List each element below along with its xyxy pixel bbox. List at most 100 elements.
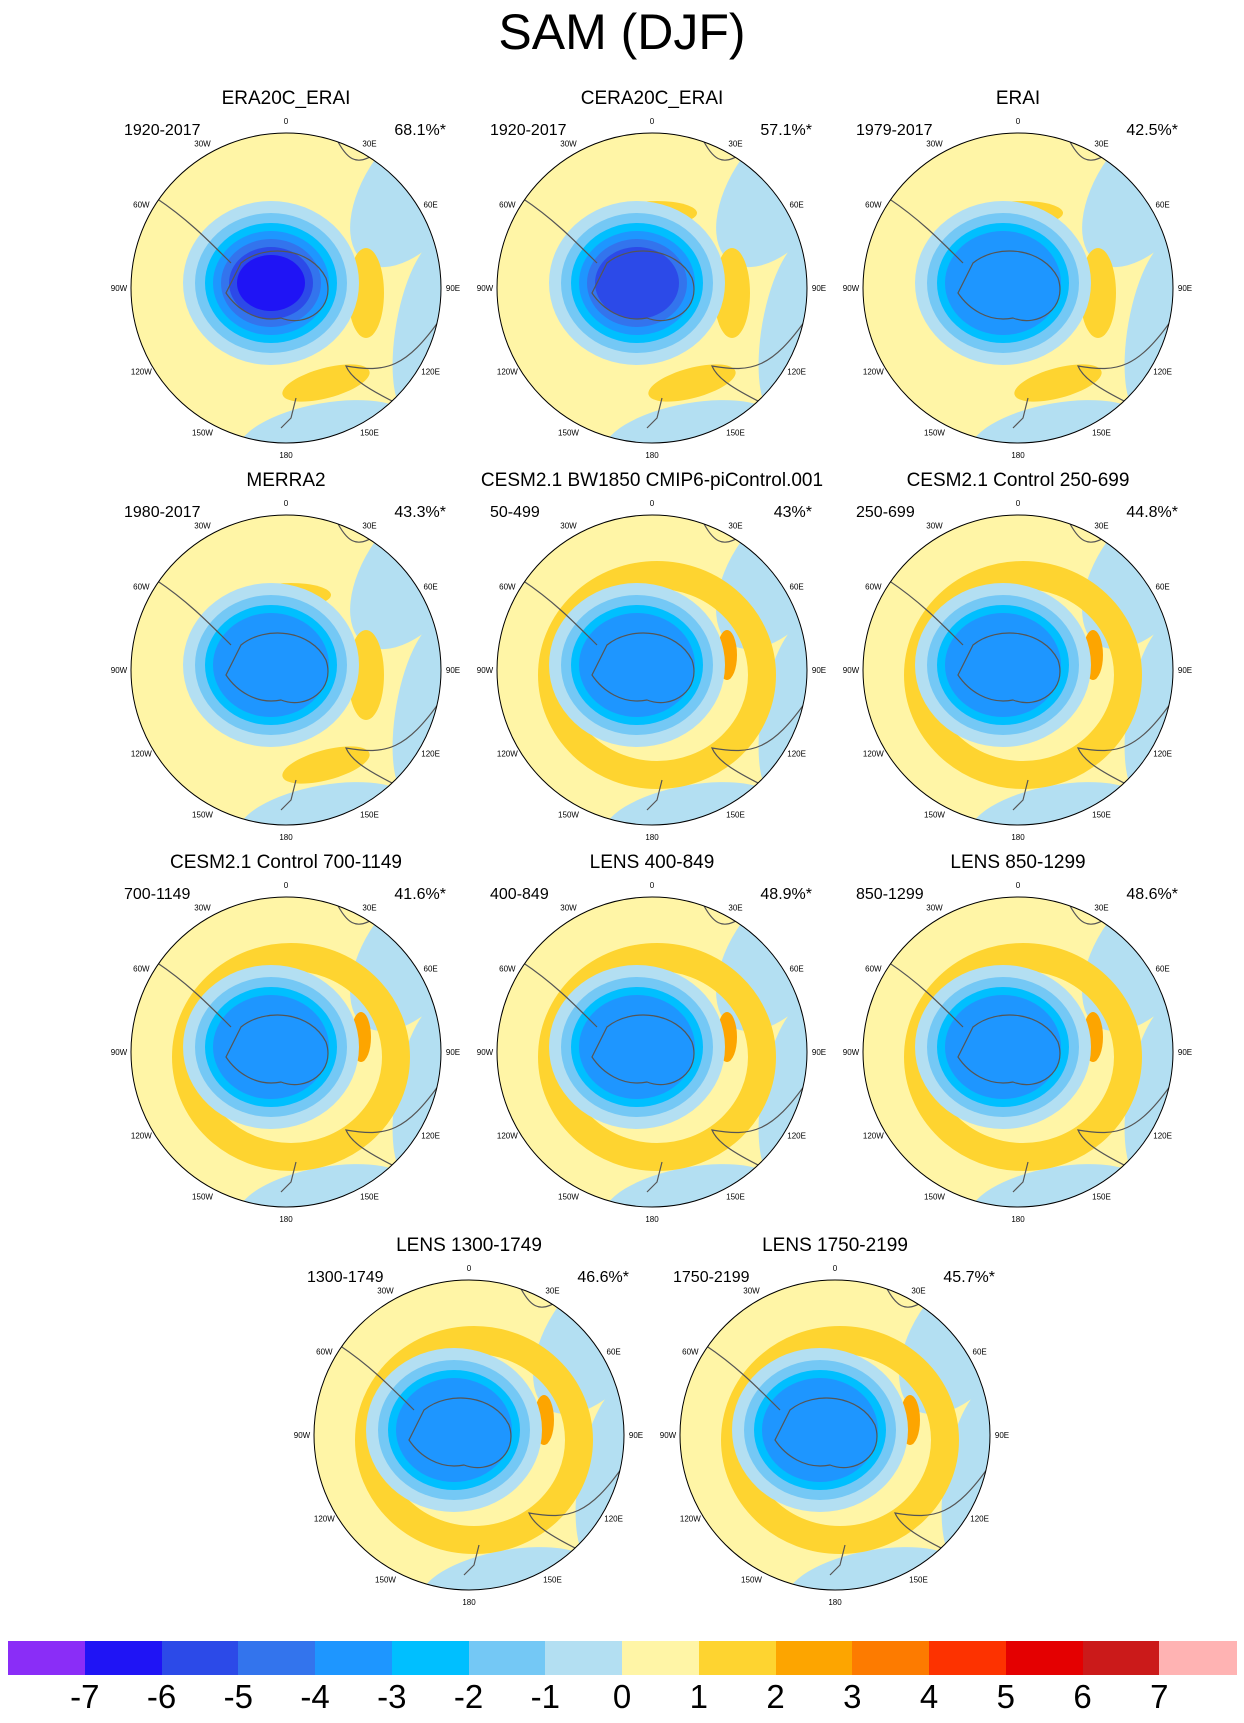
positive-patch-south [282, 746, 370, 784]
colorbar-swatch [1159, 1641, 1237, 1675]
new-zealand-coast [463, 1544, 480, 1576]
longitude-label: 90E [812, 666, 826, 675]
longitude-label: 60E [424, 201, 438, 210]
longitude-label: 90W [843, 1048, 860, 1057]
longitude-label: 120W [314, 1515, 335, 1524]
longitude-label: 150W [558, 1193, 579, 1202]
antarctica-coast [591, 250, 695, 322]
colorbar-swatch [84, 1641, 162, 1675]
longitude-label: 90E [446, 284, 460, 293]
longitude-label: 0 [833, 1264, 838, 1273]
colorbar-swatch [1082, 1641, 1160, 1675]
longitude-label: 60E [790, 583, 804, 592]
longitude-label: 30W [560, 521, 577, 530]
longitude-label: 150W [192, 1193, 213, 1202]
antarctica-coast [957, 632, 1061, 704]
antarctica-coast [408, 1397, 512, 1469]
colorbar-tick-label: -6 [146, 1678, 177, 1715]
colorbar-swatch [622, 1641, 700, 1675]
panel-title: CESM2.1 Control 250-699 [906, 470, 1130, 491]
colorbar-tick-label: -7 [70, 1678, 100, 1715]
longitude-label: 150W [192, 429, 213, 438]
longitude-label: 60E [790, 201, 804, 210]
colorbar-swatch [929, 1641, 1007, 1675]
longitude-label: 30W [194, 903, 211, 912]
colorbar-swatch [852, 1641, 930, 1675]
longitude-label: 120W [863, 750, 884, 759]
panel-title: CERA20C_ERAI [580, 88, 724, 109]
longitude-label: 0 [284, 117, 289, 126]
longitude-label: 30W [926, 521, 943, 530]
colorbar-tick-label: 1 [689, 1678, 708, 1715]
polar-map: 0 30E 60E 90E 120E 150E 180 150W 120W 90W 60W 30W [843, 881, 1192, 1222]
longitude-label: 150W [375, 1576, 396, 1585]
longitude-label: 150E [360, 1193, 379, 1202]
colorbar-tick-label: 2 [766, 1678, 785, 1715]
new-zealand-coast [646, 397, 663, 429]
colorbar-swatch [468, 1641, 546, 1675]
longitude-label: 30W [926, 139, 943, 148]
south-america-coast [521, 961, 598, 1028]
new-zealand-coast [829, 1544, 846, 1576]
longitude-label: 60E [973, 1348, 987, 1357]
map-panel: 0 30E 60E 90E 120E 150E 180 150W 120W 90W 60W 30W LE… [472, 852, 832, 1222]
longitude-label: 180 [645, 451, 659, 458]
longitude-label: 60W [865, 201, 882, 210]
longitude-label: 120W [863, 368, 884, 377]
south-america-coast [155, 579, 232, 646]
australia-coast [1077, 699, 1173, 786]
longitude-label: 150E [726, 1193, 745, 1202]
new-zealand-coast [1012, 1161, 1029, 1193]
south-america-coast [155, 961, 232, 1028]
map-outline [862, 132, 1174, 444]
south-america-coast [521, 197, 598, 264]
polar-map: 0 30E 60E 90E 120E 150E 180 150W 120W 90W 60W 30W [660, 1264, 1009, 1605]
panel-title: LENS 1300-1749 [396, 1235, 542, 1256]
longitude-label: 120E [1153, 368, 1172, 377]
panel-period: 1920-2017 [124, 122, 201, 139]
longitude-label: 60E [790, 965, 804, 974]
longitude-label: 60E [607, 1348, 621, 1357]
longitude-label: 90E [995, 1431, 1009, 1440]
australia-coast [345, 699, 441, 786]
panel-explained-variance: 48.9%* [760, 886, 812, 903]
colorbar-swatch [161, 1641, 239, 1675]
new-zealand-coast [646, 1161, 663, 1193]
south-america-coast [887, 961, 964, 1028]
longitude-label: 120W [131, 368, 152, 377]
map-outline [862, 896, 1174, 1208]
longitude-label: 150W [741, 1576, 762, 1585]
panel-title: ERA20C_ERAI [221, 88, 351, 109]
longitude-label: 30E [728, 521, 742, 530]
longitude-label: 150E [726, 429, 745, 438]
longitude-label: 60W [499, 201, 516, 210]
colorbar-swatch [315, 1641, 393, 1675]
longitude-label: 90W [843, 666, 860, 675]
longitude-label: 150E [1092, 811, 1111, 820]
australia-coast [1077, 317, 1173, 404]
map-panel: 0 30E 60E 90E 120E 150E 180 150W 120W 90W 60W 30W CE… [472, 88, 832, 458]
panel-explained-variance: 43%* [773, 504, 812, 521]
polar-map: 0 30E 60E 90E 120E 150E 180 150W 120W 90W 60W 30W [111, 117, 460, 458]
longitude-label: 30E [362, 521, 376, 530]
negative-core-level-7 [237, 255, 305, 311]
polar-map: 0 30E 60E 90E 120E 150E 180 150W 120W 90W 60W 30W [294, 1264, 643, 1605]
longitude-label: 90W [111, 1048, 128, 1057]
longitude-label: 120W [497, 750, 518, 759]
longitude-label: 120W [497, 1132, 518, 1141]
longitude-label: 60W [133, 965, 150, 974]
longitude-label: 150E [543, 1576, 562, 1585]
map-outline [496, 132, 808, 444]
longitude-label: 120E [604, 1515, 623, 1524]
longitude-label: 90E [446, 1048, 460, 1057]
new-zealand-coast [280, 779, 297, 811]
panel-explained-variance: 42.5%* [1126, 122, 1178, 139]
colorbar-tick-label: 6 [1073, 1678, 1092, 1715]
colorbar-swatch [391, 1641, 469, 1675]
map-outline [313, 1279, 625, 1591]
panel-explained-variance: 44.8%* [1126, 504, 1178, 521]
longitude-label: 30W [377, 1286, 394, 1295]
colorbar-tick-label: 4 [919, 1678, 939, 1715]
longitude-label: 120E [421, 750, 440, 759]
longitude-label: 90E [1178, 1048, 1192, 1057]
